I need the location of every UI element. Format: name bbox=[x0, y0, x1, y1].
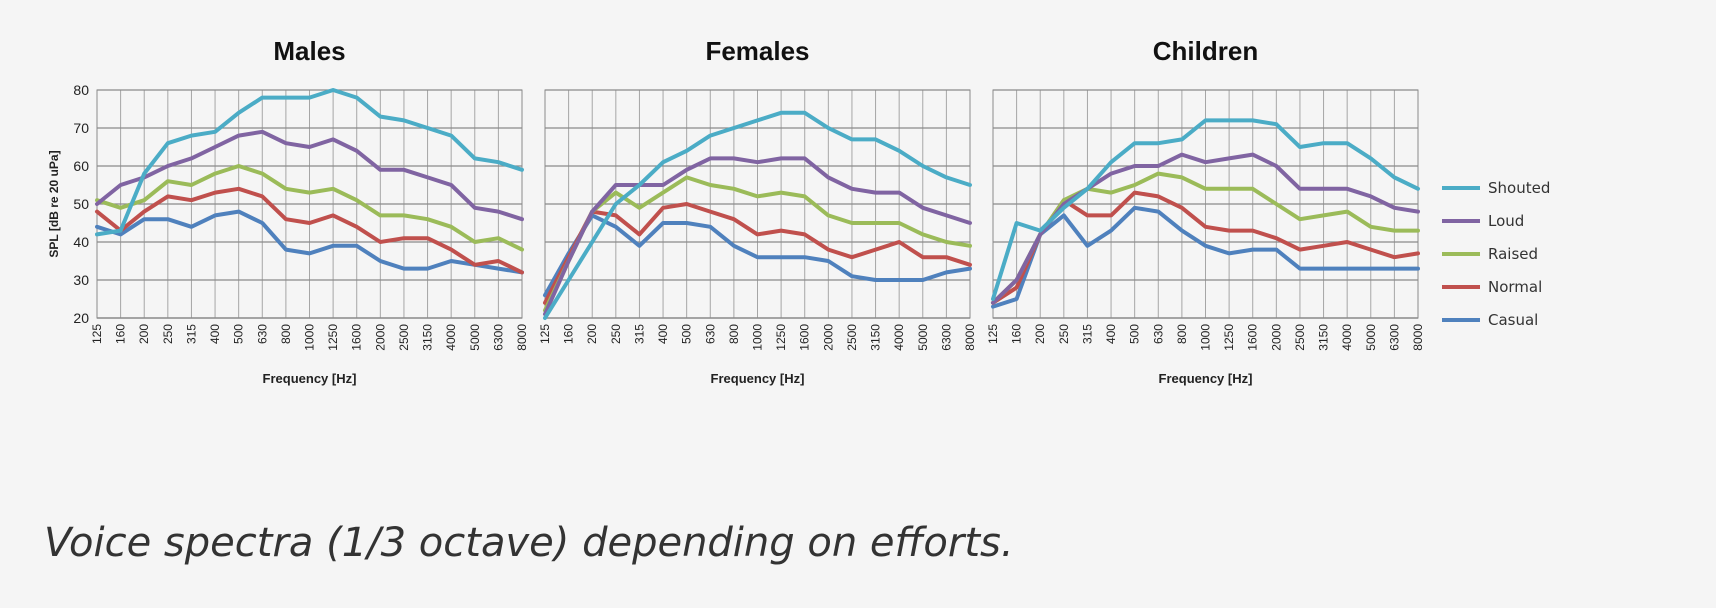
legend-label-loud: Loud bbox=[1488, 212, 1524, 230]
chart-panel-children: 125 160 200 250 315 400 500 630 800 1000 1250 1600 2… bbox=[986, 36, 1425, 386]
x-tick-label: 800 bbox=[1175, 324, 1189, 344]
x-tick-label: 315 bbox=[632, 324, 646, 344]
x-tick-label: 4000 bbox=[1340, 324, 1354, 351]
plot-frame bbox=[544, 89, 971, 319]
x-tick-label: 800 bbox=[279, 324, 293, 344]
series-line-shouted bbox=[543, 110, 972, 320]
y-tick-label: 40 bbox=[73, 234, 89, 250]
x-tick-label: 5000 bbox=[1364, 324, 1378, 351]
plot-frame bbox=[992, 89, 1419, 319]
x-tick-label: 4000 bbox=[892, 324, 906, 351]
x-axis-label: Frequency [Hz] bbox=[711, 371, 805, 386]
x-tick-label: 6300 bbox=[939, 324, 953, 351]
x-tick-label: 8000 bbox=[515, 324, 529, 351]
x-tick-label: 1600 bbox=[798, 324, 812, 351]
x-tick-label: 800 bbox=[727, 324, 741, 344]
legend-label-raised: Raised bbox=[1488, 245, 1538, 263]
x-tick-label: 160 bbox=[114, 324, 128, 344]
x-tick-label: 1600 bbox=[1246, 324, 1260, 351]
chart-panel-females: 125 160 200 250 315 400 500 630 800 1000 1250 1600 2… bbox=[538, 36, 977, 386]
chart-title: Children bbox=[1153, 36, 1258, 66]
x-tick-label: 1250 bbox=[326, 324, 340, 351]
y-tick-label: 80 bbox=[73, 82, 89, 98]
figure-caption: Voice spectra (1/3 octave) depending on … bbox=[44, 520, 1014, 566]
x-tick-label: 1600 bbox=[350, 324, 364, 351]
series-line-normal bbox=[95, 186, 524, 275]
series-line-shouted bbox=[95, 88, 524, 237]
series-line-normal bbox=[543, 202, 972, 305]
x-tick-label: 1000 bbox=[751, 324, 765, 351]
legend-label-normal: Normal bbox=[1488, 278, 1542, 296]
x-tick-label: 315 bbox=[184, 324, 198, 344]
x-tick-label: 500 bbox=[680, 324, 694, 344]
x-tick-label: 5000 bbox=[468, 324, 482, 351]
x-tick-label: 315 bbox=[1080, 324, 1094, 344]
x-tick-label: 400 bbox=[656, 324, 670, 344]
x-tick-label: 2000 bbox=[373, 324, 387, 351]
y-axis-label: SPL [dB re 20 uPa] bbox=[47, 150, 61, 257]
x-tick-label: 2000 bbox=[1269, 324, 1283, 351]
x-tick-label: 400 bbox=[1104, 324, 1118, 344]
chart-title: Males bbox=[273, 36, 345, 66]
x-tick-label: 1000 bbox=[303, 324, 317, 351]
y-tick-label: 50 bbox=[73, 196, 89, 212]
y-tick-label: 70 bbox=[73, 120, 89, 136]
x-tick-label: 4000 bbox=[444, 324, 458, 351]
x-tick-label: 2500 bbox=[845, 324, 859, 351]
x-tick-label: 6300 bbox=[1387, 324, 1401, 351]
x-tick-label: 8000 bbox=[963, 324, 977, 351]
x-tick-label: 160 bbox=[1010, 324, 1024, 344]
legend-label-shouted: Shouted bbox=[1488, 179, 1550, 197]
x-tick-label: 200 bbox=[1033, 324, 1047, 344]
series-line-shouted bbox=[991, 118, 1420, 301]
x-tick-label: 8000 bbox=[1411, 324, 1425, 351]
series-line-loud bbox=[95, 129, 524, 222]
x-tick-label: 1000 bbox=[1199, 324, 1213, 351]
x-tick-label: 1250 bbox=[1222, 324, 1236, 351]
x-tick-label: 630 bbox=[1151, 324, 1165, 344]
series-line-loud bbox=[991, 152, 1420, 305]
x-tick-label: 250 bbox=[1057, 324, 1071, 344]
x-tick-label: 1250 bbox=[774, 324, 788, 351]
x-tick-label: 630 bbox=[255, 324, 269, 344]
legend-label-casual: Casual bbox=[1488, 311, 1538, 329]
y-tick-label: 60 bbox=[73, 158, 89, 174]
x-tick-label: 250 bbox=[609, 324, 623, 344]
series-line-raised bbox=[543, 175, 972, 313]
x-tick-label: 250 bbox=[161, 324, 175, 344]
x-tick-label: 5000 bbox=[916, 324, 930, 351]
series-line-casual bbox=[95, 209, 524, 275]
x-tick-label: 6300 bbox=[491, 324, 505, 351]
y-tick-label: 30 bbox=[73, 272, 89, 288]
x-tick-label: 2500 bbox=[1293, 324, 1307, 351]
x-tick-label: 2500 bbox=[397, 324, 411, 351]
x-tick-label: 125 bbox=[538, 324, 552, 344]
x-tick-label: 125 bbox=[986, 324, 1000, 344]
series-line-casual bbox=[543, 213, 972, 298]
x-tick-label: 200 bbox=[137, 324, 151, 344]
x-tick-label: 200 bbox=[585, 324, 599, 344]
chart-panel-males: 20 30 40 50 60 70 80 125 160 200 250 315 400 500 630 80… bbox=[47, 36, 529, 386]
x-tick-label: 630 bbox=[703, 324, 717, 344]
series-line-raised bbox=[991, 171, 1420, 305]
x-tick-label: 2000 bbox=[821, 324, 835, 351]
x-tick-label: 3150 bbox=[421, 324, 435, 351]
x-tick-label: 160 bbox=[562, 324, 576, 344]
x-tick-label: 125 bbox=[90, 324, 104, 344]
x-tick-label: 3150 bbox=[1317, 324, 1331, 351]
x-tick-label: 400 bbox=[208, 324, 222, 344]
y-tick-label: 20 bbox=[73, 310, 89, 326]
x-axis-label: Frequency [Hz] bbox=[1159, 371, 1253, 386]
series-line-loud bbox=[543, 156, 972, 317]
x-axis-label: Frequency [Hz] bbox=[263, 371, 357, 386]
series-line-casual bbox=[991, 205, 1420, 309]
x-tick-label: 500 bbox=[1128, 324, 1142, 344]
x-tick-label: 500 bbox=[232, 324, 246, 344]
series-line-raised bbox=[95, 164, 524, 252]
legend: Shouted Loud Raised Normal Casual bbox=[1442, 179, 1550, 329]
x-tick-label: 3150 bbox=[869, 324, 883, 351]
chart-title: Females bbox=[705, 36, 809, 66]
